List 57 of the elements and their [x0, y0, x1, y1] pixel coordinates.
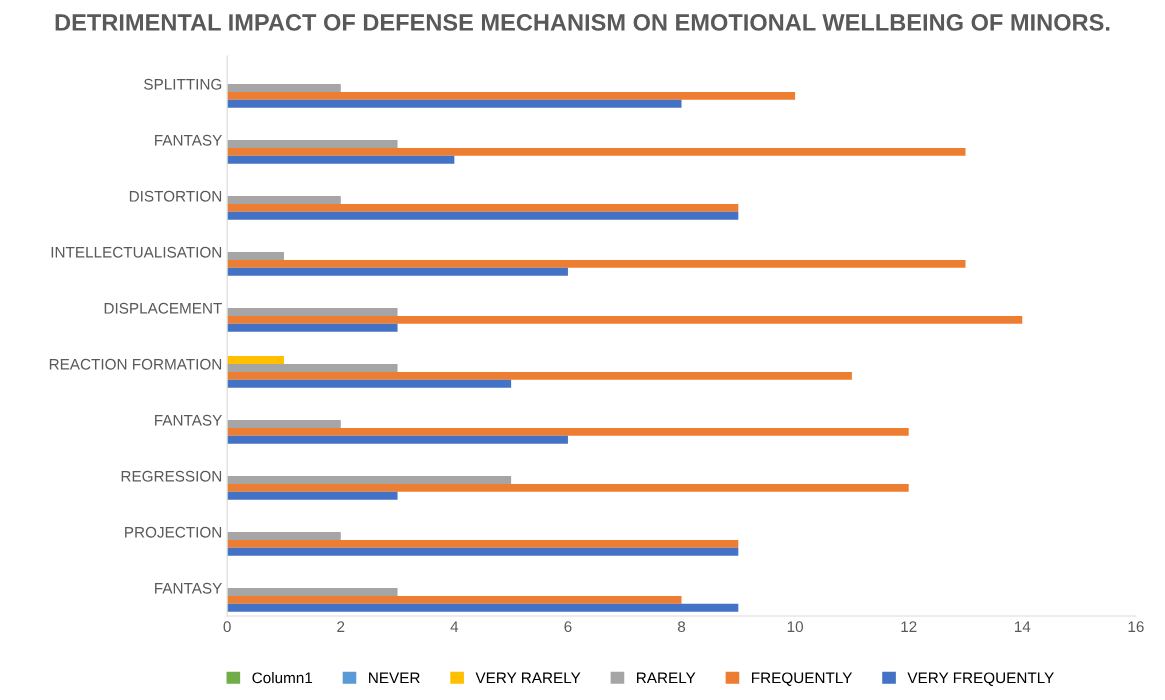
bar	[227, 491, 398, 500]
y-tick-label: FANTASY	[155, 414, 222, 426]
bar	[227, 155, 455, 164]
bar	[227, 539, 739, 548]
bar	[227, 140, 398, 148]
y-tick-label: SPLITTING	[144, 78, 222, 90]
bar	[227, 147, 966, 156]
y-tick-label: FANTASY	[155, 134, 222, 146]
bar	[227, 435, 568, 444]
y-tick-label: REGRESSION	[121, 470, 222, 482]
x-tick-label: 14	[1014, 621, 1031, 632]
legend-label: VERY FREQUENTLY	[907, 672, 1054, 686]
bar	[227, 588, 398, 596]
bar	[227, 196, 341, 204]
bar	[227, 203, 739, 212]
y-tick-label: FANTASY	[155, 582, 222, 594]
bar	[227, 99, 682, 108]
y-tick-label: PROJECTION	[125, 526, 222, 538]
bar	[227, 532, 341, 540]
bar	[227, 267, 568, 276]
y-tick-label: INTELLECTUALISATION	[51, 246, 222, 258]
bar	[227, 356, 284, 364]
x-tick-label: 16	[1128, 621, 1144, 633]
legend-label: FREQUENTLY	[752, 672, 853, 686]
x-tick-label: 12	[901, 621, 917, 632]
bar	[227, 379, 512, 388]
bar	[227, 91, 796, 100]
x-tick-label: 10	[787, 621, 804, 633]
bar	[227, 420, 341, 428]
bar	[227, 547, 739, 556]
legend-label: VERY RARELY	[475, 672, 581, 684]
chart-title: DETRIMENTAL IMPACT OF DEFENSE MECHANISM ON EMOTIONAL WELLBEING OF MINORS.	[55, 14, 1110, 31]
bar	[227, 427, 909, 436]
y-tick-label: DISPLACEMENT	[104, 302, 222, 314]
bar	[227, 595, 682, 604]
bar	[227, 211, 739, 220]
bar	[227, 323, 398, 332]
bar	[227, 252, 284, 260]
bar	[227, 364, 398, 372]
x-tick-label: 2	[337, 621, 345, 632]
bar	[227, 476, 512, 484]
x-tick-label: 0	[223, 621, 231, 633]
bar	[227, 371, 852, 380]
x-tick-label: 6	[564, 621, 572, 633]
bar	[227, 603, 739, 612]
bar	[227, 84, 341, 92]
x-tick-label: 8	[677, 621, 686, 633]
y-tick-label: REACTION FORMATION	[49, 358, 222, 370]
bar	[227, 483, 909, 492]
x-tick-label: 4	[450, 621, 459, 632]
bar	[227, 308, 398, 316]
legend-label: Column1	[252, 672, 313, 684]
legend-label: RARELY	[637, 672, 696, 684]
bar	[227, 315, 1023, 324]
y-tick-label: DISTORTION	[129, 190, 222, 202]
legend-label: NEVER	[369, 672, 420, 684]
bar	[227, 259, 966, 268]
